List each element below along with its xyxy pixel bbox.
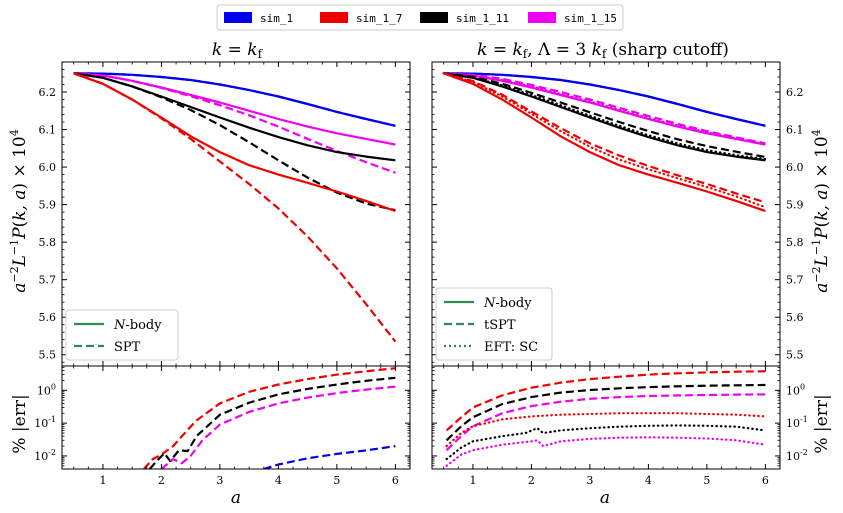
- x-tick-label: 2: [528, 474, 535, 487]
- ylabel-bottom-left: % |err|: [10, 394, 30, 453]
- legend-right-tspt-label: tSPT: [484, 318, 516, 333]
- series-line-bottom-right-3: [445, 412, 767, 448]
- y-tick-label: 5.7: [39, 274, 57, 287]
- series-line-top-right-11: [442, 72, 767, 209]
- legend-right-eft-label: EFT: SC: [484, 340, 538, 355]
- series-line-top-left-1: [73, 72, 396, 127]
- legend-swatch-sim-1: [224, 12, 252, 23]
- legend-left-nbody-label: N-body: [113, 318, 162, 333]
- y-tick-label: 6.2: [786, 86, 804, 99]
- y-tick-label: 6.0: [39, 161, 57, 174]
- y-tick-label: 10-1: [786, 415, 808, 430]
- series-line-top-right-5: [442, 72, 767, 146]
- legend-label-sim-1: sim_1: [260, 12, 293, 25]
- legend-right-frame: [435, 287, 553, 361]
- axes-frame: [431, 365, 781, 470]
- legend-left: N-body SPT: [65, 309, 179, 361]
- legend-label-sim-1-11: sim_1_11: [456, 12, 509, 25]
- series-line-bottom-left-1: [143, 367, 396, 469]
- series-legend: sim_1 sim_1_7 sim_1_11 sim_1_15: [216, 4, 624, 31]
- series-line-top-right-10: [443, 72, 766, 204]
- x-tick-label: 1: [469, 474, 476, 487]
- series-line-bottom-right-2: [445, 393, 766, 451]
- series-line-bottom-right-4: [445, 424, 767, 461]
- legend-label-sim-1-7: sim_1_7: [356, 12, 402, 25]
- legend-left-frame: [65, 309, 179, 361]
- panel-top-left: 5.5 5.6 5.7 5.8 5.9 6.0 6.1 6.2: [39, 61, 411, 367]
- series-line-bottom-left-3: [160, 385, 396, 469]
- y-tick-label: 10-2: [34, 448, 56, 463]
- panel-top-right: 5.5 5.6 5.7 5.8 5.9 6.0 6.1 6.2: [431, 61, 804, 367]
- series-line-top-left-0: [73, 72, 396, 127]
- panel-bottom-left: 1 2 3 4 5 6 100 10-1 10-2: [34, 365, 411, 487]
- y-tick-label: 5.5: [39, 349, 57, 362]
- series-line-top-left-6: [73, 72, 396, 213]
- y-tick-label: 5.7: [786, 274, 804, 287]
- x-tick-label: 5: [703, 474, 710, 487]
- y-tick-label: 5.8: [786, 236, 804, 249]
- ylabel-bottom-right: % |err|: [812, 394, 832, 453]
- xlabel-left: a: [231, 488, 241, 508]
- series-line-top-right-2: [442, 72, 767, 127]
- y-tick-label: 5.6: [39, 311, 57, 324]
- x-tick-label: 4: [645, 474, 652, 487]
- x-tick-label: 3: [216, 474, 223, 487]
- y-tick-label: 10-2: [786, 448, 808, 463]
- y-tick-label: 5.9: [786, 199, 804, 212]
- xlabel-right: a: [600, 488, 610, 508]
- y-tick-label: 5.8: [39, 236, 57, 249]
- x-tick-label: 6: [762, 474, 769, 487]
- x-tick-label: 5: [333, 474, 340, 487]
- legend-swatch-sim-1-7: [320, 12, 348, 23]
- legend-right-nbody-label: N-body: [483, 296, 532, 311]
- legend-left-spt-label: SPT: [114, 340, 141, 355]
- series-line-top-right-9: [443, 72, 766, 213]
- y-tick-label: 10-1: [34, 415, 56, 430]
- x-tick-label: 2: [158, 474, 165, 487]
- series-line-bottom-right-1: [445, 383, 766, 442]
- y-tick-label: 5.9: [39, 199, 57, 212]
- legend-right: N-body tSPT EFT: SC: [435, 287, 553, 361]
- y-tick-label: 6.2: [39, 86, 57, 99]
- ylabel-top-right: a−2L−1P(k, a) × 104: [810, 129, 832, 293]
- legend-swatch-sim-1-11: [420, 12, 448, 23]
- y-tick-label: 100: [786, 382, 805, 397]
- ylabel-top-left: a−2L−1P(k, a) × 104: [8, 129, 30, 293]
- x-tick-label: 6: [392, 474, 399, 487]
- legend-swatch-sim-1-15: [528, 12, 556, 23]
- series-line-bottom-left-0: [263, 445, 396, 469]
- x-tick-label: 3: [586, 474, 593, 487]
- axes-frame: [61, 365, 411, 470]
- series-line-top-left-5: [73, 72, 396, 212]
- x-tick-label: 4: [275, 474, 282, 487]
- y-tick-label: 6.1: [39, 124, 57, 137]
- series-line-bottom-left-2: [148, 376, 396, 469]
- panel-title-left: k = kf: [212, 40, 264, 61]
- x-tick-label: 1: [99, 474, 106, 487]
- series-line-top-right-8: [442, 72, 767, 161]
- panel-title-right: k = kf, Λ = 3 kf (sharp cutoff): [477, 40, 729, 61]
- panel-bottom-right: 1 2 3 4 5 6 100 10-1 10-2: [431, 365, 808, 487]
- legend-label-sim-1-15: sim_1_15: [564, 12, 617, 25]
- y-tick-label: 5.5: [786, 349, 804, 362]
- series-line-top-right-7: [443, 72, 766, 159]
- y-tick-label: 6.1: [786, 124, 804, 137]
- y-tick-label: 100: [37, 382, 56, 397]
- series-line-top-left-7: [73, 72, 397, 343]
- series-line-bottom-right-5: [445, 436, 767, 467]
- y-tick-label: 5.6: [786, 311, 804, 324]
- y-tick-label: 6.0: [786, 161, 804, 174]
